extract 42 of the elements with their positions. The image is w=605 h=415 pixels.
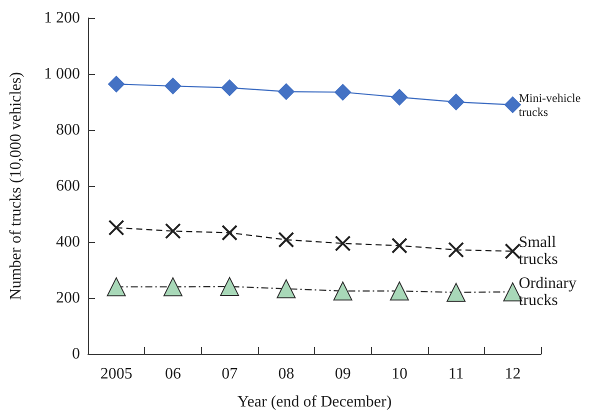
y-tick-label: 200	[56, 290, 80, 306]
series-label: Mini-vehicle trucks	[518, 90, 584, 119]
point	[390, 282, 409, 300]
point	[334, 84, 352, 101]
x-tick-label: 11	[448, 366, 464, 382]
point	[221, 79, 238, 96]
x-tick-label: 10	[391, 366, 408, 382]
point	[164, 78, 182, 95]
point	[163, 277, 182, 296]
y-tick-label: 800	[56, 122, 80, 138]
point	[220, 277, 240, 296]
series-label: Ordinary trucks	[518, 274, 580, 309]
point	[334, 235, 351, 252]
y-tick-label: 600	[56, 178, 80, 194]
y-tick-label: 0	[72, 346, 80, 362]
x-axis-title: Year (end of December)	[237, 394, 392, 410]
point	[278, 83, 295, 100]
point	[164, 223, 181, 240]
point	[446, 282, 466, 302]
point	[504, 243, 521, 260]
point	[108, 220, 124, 236]
point	[333, 282, 352, 300]
point	[106, 277, 126, 296]
point	[448, 242, 464, 258]
x-tick-label: 12	[504, 366, 521, 382]
x-tick-label: 2005	[100, 366, 132, 382]
point	[448, 94, 465, 110]
x-tick-label: 07	[222, 366, 238, 382]
x-tick-label: 06	[164, 366, 181, 382]
y-tick-label: 1 000	[44, 66, 80, 82]
point	[108, 76, 125, 93]
x-tick-label: 09	[334, 366, 351, 382]
y-tick-label: 1 200	[44, 10, 80, 26]
y-axis-title: Number of trucks (10,000 vehicles)	[8, 72, 24, 300]
point	[391, 238, 408, 254]
x-tick-label: 08	[278, 366, 294, 382]
series-label: Small trucks	[518, 234, 560, 268]
point	[276, 279, 296, 298]
point	[222, 224, 238, 241]
point	[278, 232, 294, 248]
y-tick-label: 400	[56, 234, 80, 250]
point	[390, 88, 408, 106]
